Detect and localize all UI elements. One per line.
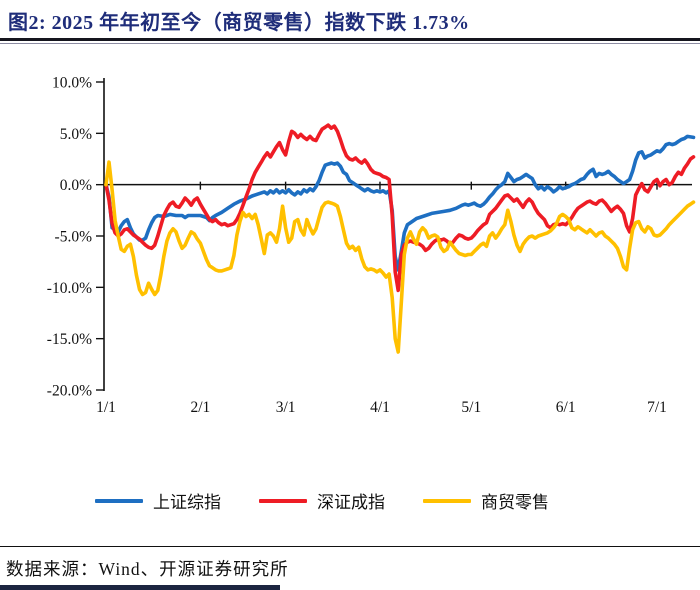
- x-axis-label: 3/1: [276, 399, 296, 416]
- legend-label: 商贸零售: [481, 493, 549, 512]
- source-divider-rule: [0, 546, 700, 547]
- x-axis-label: 5/1: [461, 399, 481, 416]
- x-axis-label: 4/1: [370, 399, 390, 416]
- legend-swatch-blue: [95, 498, 143, 503]
- line-chart: 10.0% 5.0% 0.0% -5.0% -10.0% -15.0% -20.0%1/1 2…: [47, 75, 696, 416]
- legend-item-sse: 上证综指: [95, 488, 221, 513]
- x-axis-label: 1/1: [96, 399, 116, 416]
- y-axis-label: -5.0%: [55, 229, 93, 246]
- legend-label: 深证成指: [317, 493, 385, 512]
- series-line-retail: [104, 160, 696, 354]
- y-axis-label: 0.0%: [60, 177, 92, 194]
- series-line-szse: [104, 123, 696, 293]
- figure-title: 图2: 2025 年年初至今（商贸零售）指数下跌 1.73%: [8, 12, 470, 34]
- x-axis-label: 6/1: [556, 399, 576, 416]
- y-axis-label: -20.0%: [47, 383, 92, 400]
- x-axis-label: 7/1: [647, 399, 667, 416]
- legend-swatch-red: [259, 498, 307, 503]
- data-source-note: 数据来源：Wind、开源证券研究所: [6, 559, 289, 579]
- legend-label: 上证综指: [153, 493, 221, 512]
- chart-legend: 上证综指 深证成指 商贸零售: [0, 488, 672, 513]
- legend-item-szse: 深证成指: [259, 488, 385, 513]
- legend-item-retail: 商贸零售: [423, 488, 549, 513]
- next-section-edge: [0, 585, 280, 590]
- legend-swatch-yellow: [423, 498, 471, 503]
- y-axis-label: 10.0%: [52, 75, 92, 92]
- y-axis-label: -10.0%: [47, 280, 92, 297]
- y-axis-label: -15.0%: [47, 331, 92, 348]
- title-divider-rule: [0, 38, 700, 44]
- y-axis-label: 5.0%: [60, 126, 92, 143]
- x-axis-label: 2/1: [190, 399, 210, 416]
- series-line-sse: [104, 134, 696, 272]
